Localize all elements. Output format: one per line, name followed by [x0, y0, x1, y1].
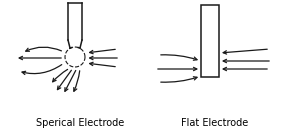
Circle shape: [65, 47, 85, 67]
Text: Sperical Electrode: Sperical Electrode: [36, 118, 124, 128]
Text: Flat Electrode: Flat Electrode: [181, 118, 249, 128]
Bar: [201, 5, 219, 77]
